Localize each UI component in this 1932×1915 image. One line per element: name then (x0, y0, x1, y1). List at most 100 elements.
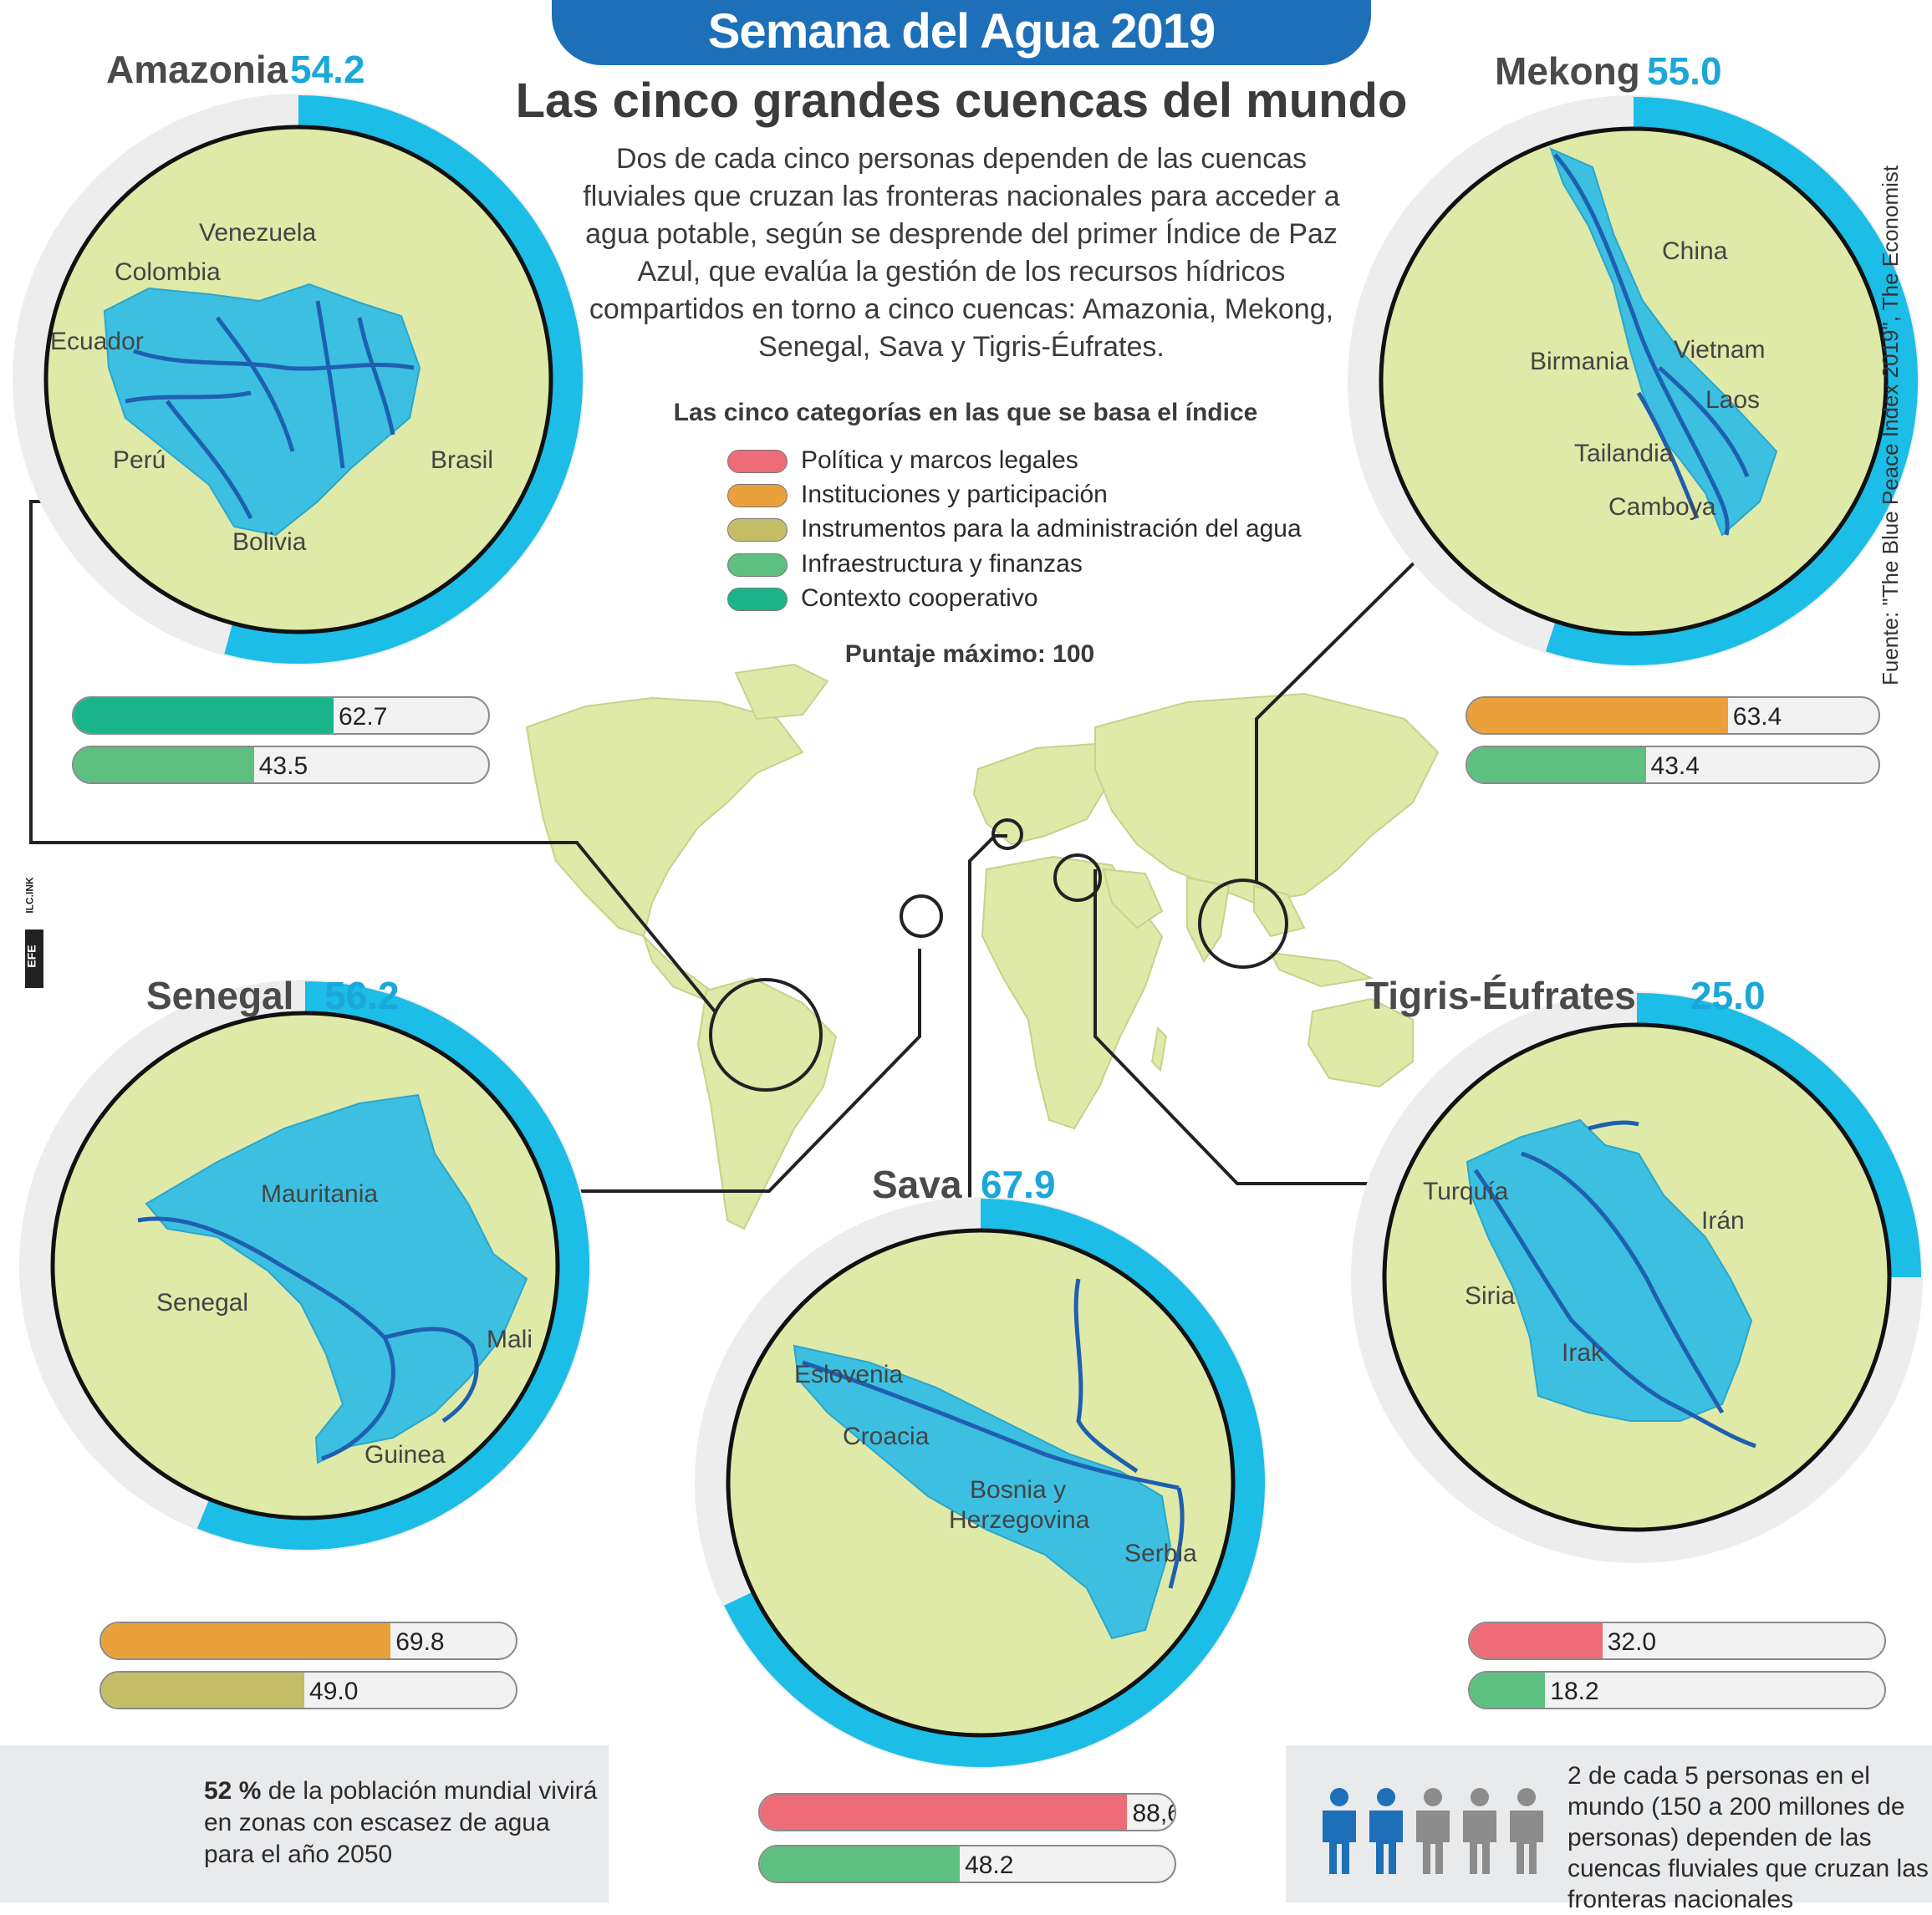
country-label: Senegal (156, 1289, 248, 1317)
country-label: Mauritania (261, 1180, 378, 1208)
river-lines (1553, 153, 1750, 536)
bar-tigris-2: 18.2 (1468, 1671, 1886, 1709)
country-label: Perú (113, 446, 166, 474)
bar-fill (1467, 698, 1728, 733)
marker-amazonia (709, 978, 823, 1092)
country-label: Ecuador (50, 328, 144, 355)
scarcity-description: de la población mundial vivirá en zonas … (204, 1777, 598, 1868)
bar-label: 48.2 (965, 1851, 1014, 1879)
header-banner (552, 0, 1371, 65)
country-label: Turquía (1423, 1178, 1509, 1205)
arabia-shape (1102, 868, 1164, 929)
marker-sava (991, 818, 1023, 850)
page-title: Las cinco grandes cuencas del mundo (515, 74, 1408, 128)
legend-swatch (727, 588, 788, 611)
bar-fill (74, 747, 254, 782)
bar-sava-1: 88,6 (758, 1793, 1176, 1831)
madagascar-shape (1150, 1026, 1168, 1072)
country-label: Brasil (431, 446, 493, 474)
bar-amazonia-2: 43.5 (72, 746, 490, 784)
legend-swatch (727, 484, 788, 507)
marker-tigris (1053, 853, 1102, 902)
country-label: Siria (1465, 1282, 1515, 1310)
greenland-shape (734, 663, 829, 721)
bar-fill (101, 1623, 391, 1658)
basin-name-senegal: Senegal (146, 974, 294, 1017)
person-icon (1323, 1788, 1356, 1874)
country-label: Tailandia (1574, 440, 1674, 467)
legend-swatch (727, 450, 788, 473)
bar-fill (1467, 747, 1646, 782)
basin-score-mekong: 55.0 (1647, 49, 1722, 93)
efe-logo-text: EFE (24, 945, 38, 968)
country-label: Croacia (843, 1423, 930, 1450)
country-label: Colombia (115, 258, 221, 286)
score-ring (224, 95, 583, 664)
river-lines (1473, 1120, 1756, 1449)
bar-tigris-1: 32.0 (1468, 1622, 1886, 1660)
country-label: Laos (1705, 386, 1760, 414)
bar-label: 69.8 (395, 1628, 445, 1656)
bar-label: 88,6 (1132, 1800, 1175, 1827)
connector-mekong (1255, 533, 1444, 882)
bar-fill (74, 698, 334, 733)
score-ring (196, 981, 589, 1550)
legend-title: Las cinco categorías en las que se basa … (673, 399, 1258, 426)
legend-label: Contexto cooperativo (801, 584, 1038, 612)
basin-amazonia-map: Venezuela Colombia Ecuador Perú Brasil B… (13, 94, 584, 665)
bar-label: 43.5 (258, 752, 308, 780)
intro-paragraph: Dos de cada cinco personas dependen de l… (583, 143, 1340, 363)
person-icon (1369, 1788, 1403, 1874)
bar-label: 43.4 (1650, 752, 1700, 780)
basin-score-tigris: 25.0 (1690, 974, 1766, 1017)
world-map (525, 663, 1440, 1230)
country-label: Mali (487, 1326, 533, 1353)
basin-shape (145, 1093, 528, 1464)
source-note: Fuente: "The Blue Peace Index 2019", The… (1878, 165, 1903, 685)
country-label: Vietnam (1674, 336, 1766, 364)
country-label: Irak (1562, 1339, 1604, 1367)
basin-tigris-map: Turquía Irán Siria Irak (1351, 991, 1923, 1563)
country-label: Irán (1701, 1207, 1745, 1235)
footer-scarcity-panel (0, 1745, 609, 1902)
river-lines (802, 1278, 1185, 1589)
river-lines (125, 300, 415, 520)
scarcity-percent: 52 % (204, 1777, 262, 1805)
bar-mekong-2: 43.4 (1466, 746, 1880, 784)
people-group (1323, 1788, 1543, 1874)
country-label: Herzegovina (949, 1506, 1090, 1534)
basin-name-amazonia: Amazonia (106, 48, 288, 91)
bar-fill (1470, 1673, 1546, 1708)
bar-fill (101, 1673, 305, 1708)
score-ring (1636, 993, 1921, 1278)
basin-senegal-map: Mauritania Senegal Mali Guinea (19, 980, 591, 1551)
bar-mekong-1: 63.4 (1466, 696, 1880, 735)
bar-senegal-1: 69.8 (99, 1622, 517, 1660)
bar-fill (1470, 1623, 1603, 1658)
country-label: China (1662, 237, 1728, 265)
bar-label: 63.4 (1732, 703, 1782, 731)
bar-amazonia-1: 62.7 (72, 696, 490, 735)
person-icon (1510, 1788, 1543, 1874)
legend-label: Instrumentos para la administración del … (801, 515, 1302, 542)
marker-mekong (1198, 879, 1288, 969)
basin-score-amazonia: 54.2 (290, 48, 365, 91)
banner-title: Semana del Agua 2019 (707, 4, 1216, 59)
person-icon (1416, 1788, 1450, 1874)
river-lines (137, 1216, 479, 1461)
north-america-shape (525, 696, 804, 938)
bar-label: 32.0 (1607, 1628, 1657, 1656)
map-markers (709, 818, 1288, 1092)
legend-label: Instituciones y participación (801, 481, 1108, 508)
connector-tigris (1093, 869, 1413, 1185)
legend-swatch (727, 553, 788, 577)
people-text: 2 de cada 5 personas en el mundo (150 a … (1568, 1762, 1929, 1913)
legend-swatch (727, 518, 788, 542)
basin-mekong-map: China Birmania Vietnam Laos Tailandia Ca… (1348, 95, 1919, 667)
people-icons (1323, 1788, 1543, 1874)
connector-senegal (535, 949, 921, 1193)
person-icon (1463, 1788, 1496, 1874)
score-ring (724, 1199, 1265, 1767)
country-label: Eslovenia (794, 1361, 903, 1388)
